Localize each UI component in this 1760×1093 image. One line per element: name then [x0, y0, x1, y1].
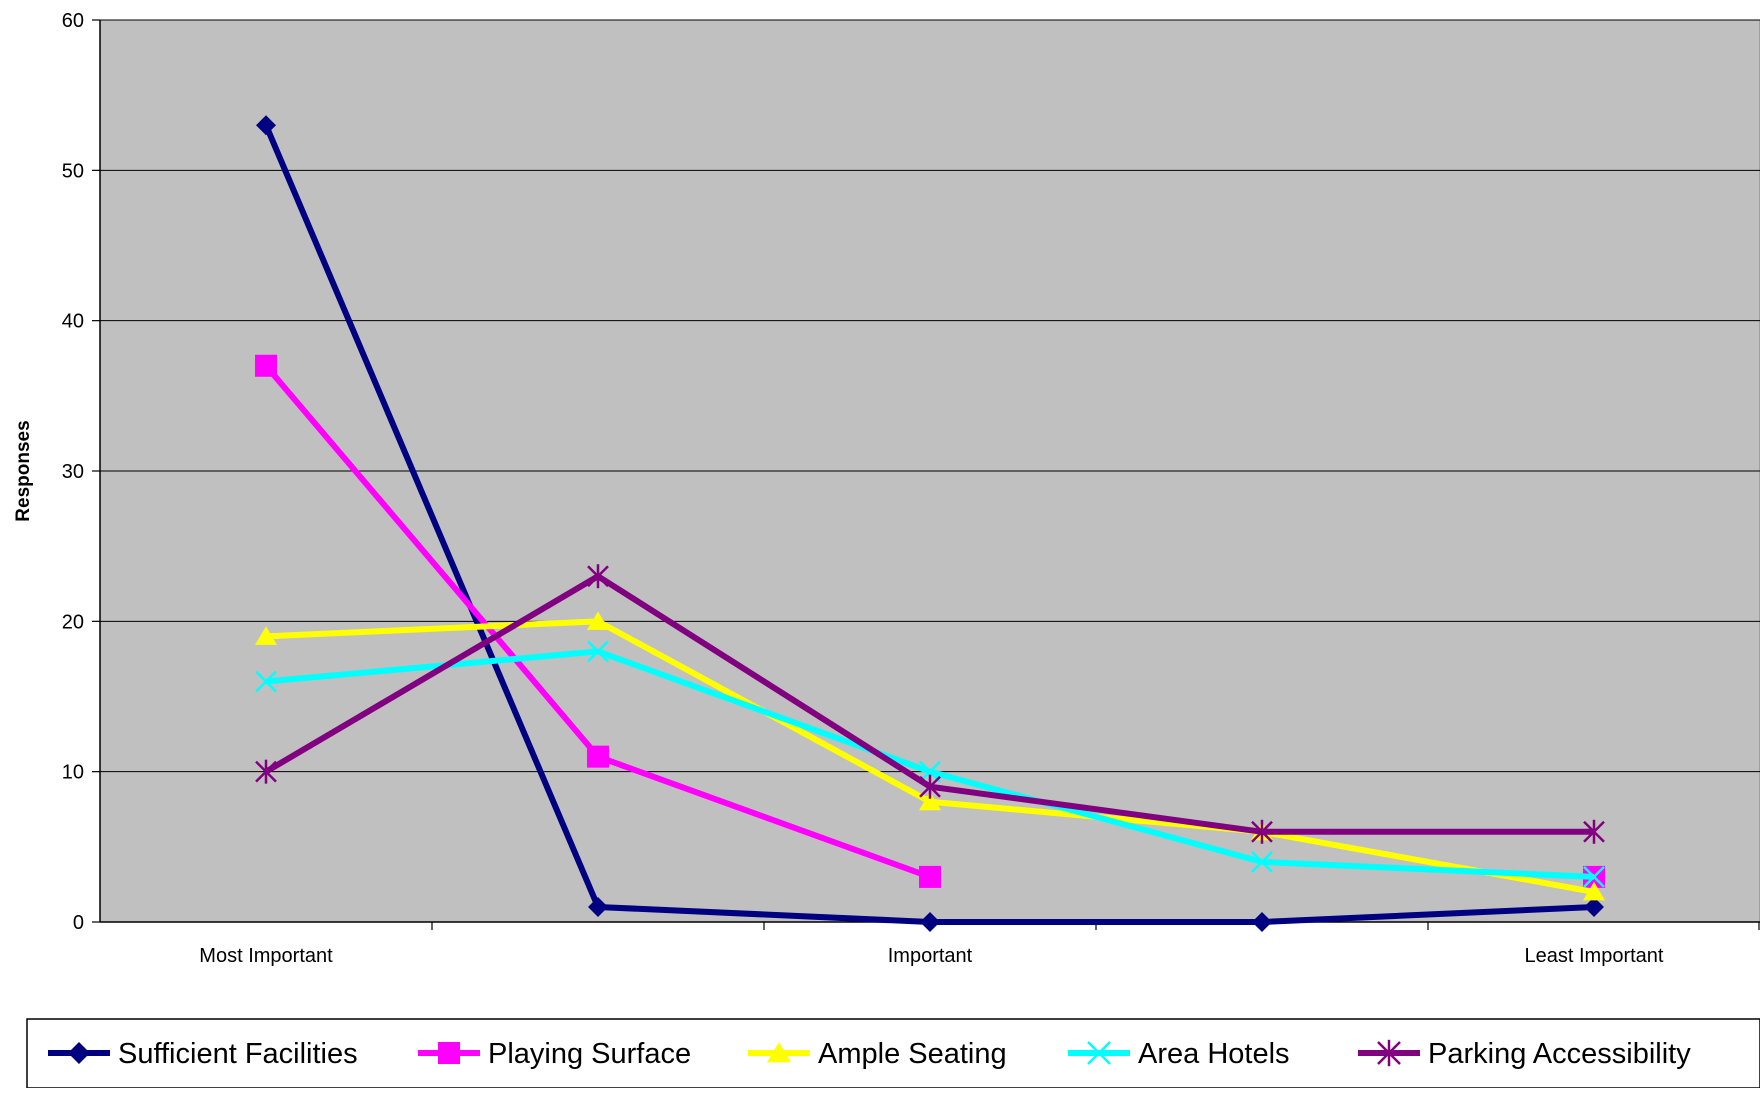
triangle-marker	[919, 791, 941, 811]
square-marker	[438, 1042, 460, 1064]
square-marker	[255, 354, 277, 377]
x-marker	[1251, 850, 1273, 873]
y-axis-label: Responses	[13, 420, 34, 521]
series-parking-accessibility	[255, 564, 1605, 844]
square-marker	[919, 865, 941, 888]
data-point	[587, 564, 609, 589]
diamond-marker	[1252, 912, 1272, 932]
legend-label: Parking Accessibility	[1428, 1038, 1691, 1070]
square-marker	[587, 745, 609, 768]
data-point	[1583, 866, 1605, 888]
series-lines	[255, 115, 1605, 932]
x-marker	[587, 640, 609, 663]
y-tick-label: 10	[62, 762, 84, 784]
data-point	[255, 626, 277, 645]
triangle-marker	[255, 626, 277, 645]
legend-item: Parking Accessibility	[1358, 1038, 1691, 1070]
data-point	[919, 774, 941, 799]
legend-item: Playing Surface	[418, 1038, 691, 1070]
data-point	[766, 1042, 792, 1063]
y-tick-label: 20	[62, 611, 84, 633]
data-point	[1583, 881, 1605, 901]
x-marker	[255, 670, 277, 693]
legend-label: Area Hotels	[1138, 1038, 1290, 1070]
y-tick-label: 40	[62, 311, 84, 333]
legend-box	[26, 1018, 1760, 1089]
data-point	[255, 759, 277, 784]
y-tick-label: 50	[62, 160, 84, 182]
y-tick-label: 60	[62, 10, 84, 32]
data-point	[587, 611, 609, 630]
legend-label: Ample Seating	[818, 1038, 1007, 1070]
data-point	[1251, 850, 1273, 873]
diamond-marker	[256, 115, 276, 136]
series-sufficient-facilities	[256, 115, 1604, 932]
data-point	[587, 640, 609, 663]
diamond-marker	[588, 896, 608, 917]
diamond-marker	[1584, 896, 1604, 917]
data-point	[919, 865, 941, 888]
x-marker	[1583, 866, 1605, 888]
x-tick-label: Least Important	[1525, 945, 1664, 967]
diamond-marker	[68, 1042, 90, 1064]
data-point	[1252, 912, 1272, 932]
data-point	[1377, 1039, 1401, 1067]
triangle-marker	[587, 611, 609, 630]
series-area-hotels	[255, 640, 1605, 888]
data-point	[919, 791, 941, 811]
legend: Sufficient Facilities Playing Surface Ampl…	[26, 1018, 1760, 1089]
data-point	[587, 745, 609, 768]
y-tick-label: 0	[73, 912, 84, 934]
legend-item: Area Hotels	[1068, 1038, 1290, 1070]
data-point	[1584, 896, 1604, 917]
x-tick-label: Most Important	[199, 945, 333, 967]
y-tick-label: 30	[62, 461, 84, 483]
data-point	[438, 1042, 460, 1064]
data-point	[1087, 1041, 1111, 1065]
triangle-marker	[1583, 881, 1605, 901]
diamond-marker	[920, 912, 940, 932]
data-point	[68, 1042, 90, 1064]
data-point	[1583, 819, 1605, 844]
data-point	[256, 115, 276, 136]
triangle-marker	[766, 1042, 792, 1063]
legend-label: Sufficient Facilities	[118, 1038, 358, 1070]
legend-item: Sufficient Facilities	[48, 1038, 358, 1070]
legend-label: Playing Surface	[488, 1038, 691, 1070]
x-marker	[1087, 1041, 1111, 1065]
data-point	[255, 354, 277, 377]
x-tick-label: Important	[888, 945, 973, 967]
data-point	[588, 896, 608, 917]
legend-item: Ample Seating	[748, 1038, 1007, 1070]
data-point	[920, 912, 940, 932]
data-point	[1251, 819, 1273, 844]
data-point	[255, 670, 277, 693]
